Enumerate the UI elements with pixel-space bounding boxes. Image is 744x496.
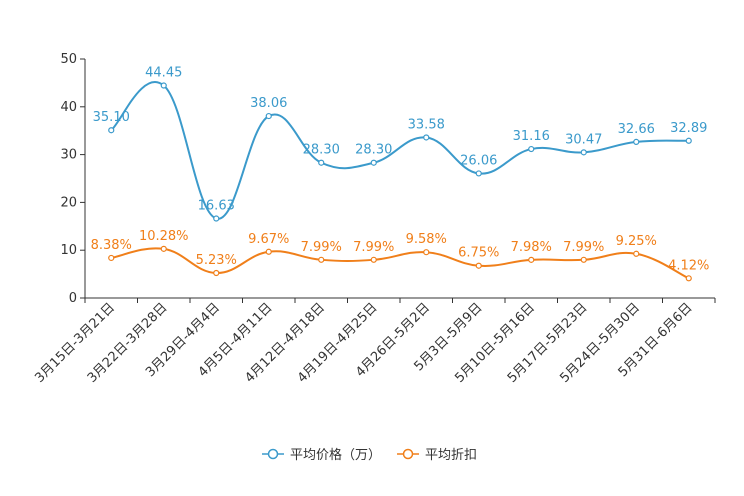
legend[interactable]: 平均价格（万） 平均折扣	[262, 447, 477, 463]
legend-label: 平均价格（万）	[290, 447, 381, 463]
data-point	[528, 256, 535, 263]
legend-item-2[interactable]: 平均折扣	[397, 448, 477, 463]
data-point	[475, 170, 482, 177]
data-point	[265, 248, 272, 255]
data-label: 26.06	[460, 153, 497, 168]
y-tick-label: 10	[60, 243, 77, 258]
data-label: 32.89	[670, 121, 707, 136]
data-point	[108, 127, 115, 134]
legend-label: 平均折扣	[425, 448, 477, 463]
data-label: 6.75%	[458, 246, 499, 261]
data-point	[213, 269, 220, 277]
data-point	[580, 256, 587, 263]
data-label: 4.12%	[668, 258, 709, 273]
legend-item-1[interactable]: 平均价格（万）	[262, 447, 381, 463]
data-label: 30.47	[565, 132, 602, 147]
y-tick-label: 20	[60, 195, 77, 210]
data-point	[685, 137, 692, 144]
data-point	[370, 256, 377, 263]
data-point	[633, 138, 640, 145]
y-tick-label: 50	[60, 52, 77, 67]
y-tick-label: 40	[60, 100, 77, 115]
data-point	[160, 82, 167, 89]
data-labels: 35.10 44.45 16.63 38.06 28.30 28.30 33.58 26.06…	[91, 66, 710, 274]
data-label: 28.30	[355, 143, 392, 158]
data-point	[160, 245, 167, 252]
axes: 010203040503月15日-3月21日3月22日-3月28日3月29日-4…	[32, 52, 716, 386]
data-point	[423, 134, 430, 141]
y-tick-label: 0	[69, 291, 77, 306]
series-points	[108, 82, 692, 282]
data-point	[580, 149, 587, 156]
data-label: 9.67%	[248, 232, 289, 247]
data-label: 7.99%	[563, 240, 604, 255]
data-label: 44.45	[145, 66, 182, 81]
data-label: 7.98%	[511, 240, 552, 255]
data-label: 7.99%	[301, 240, 342, 255]
data-label: 8.38%	[91, 238, 132, 253]
data-point	[423, 249, 430, 256]
data-point	[370, 159, 377, 166]
data-label: 9.25%	[616, 234, 657, 249]
data-label: 28.30	[303, 143, 340, 158]
data-point	[633, 250, 640, 257]
data-point	[475, 262, 482, 269]
data-label: 5.23%	[196, 253, 237, 268]
data-point	[528, 145, 535, 153]
data-label: 10.28%	[139, 229, 189, 244]
legend-circle-marker	[402, 448, 414, 460]
data-label: 16.63	[198, 199, 235, 214]
data-point	[685, 275, 692, 282]
data-label: 33.58	[408, 117, 445, 132]
data-label: 38.06	[250, 96, 287, 111]
data-label: 32.66	[618, 122, 655, 137]
data-label: 9.58%	[406, 232, 447, 247]
data-point	[318, 159, 325, 166]
data-label: 31.16	[513, 129, 550, 144]
data-point	[213, 215, 220, 222]
data-point	[265, 112, 272, 120]
y-tick-label: 30	[60, 148, 77, 163]
data-point	[318, 256, 325, 263]
data-point	[108, 254, 115, 262]
data-label: 35.10	[93, 110, 130, 125]
legend-circle-marker	[267, 448, 279, 460]
data-label: 7.99%	[353, 240, 394, 255]
